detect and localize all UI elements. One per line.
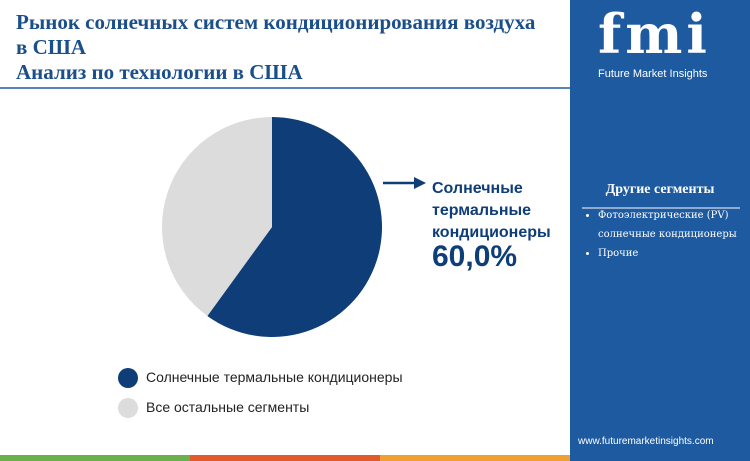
chart-title-block: Рынок солнечных систем кондиционирования…: [16, 10, 536, 85]
legend-swatch: [118, 398, 138, 418]
arrow-head: [414, 177, 426, 189]
logo: fmi: [598, 2, 711, 66]
legend-swatch: [118, 368, 138, 388]
panel-list: Фотоэлектрические (PV) солнечные кондици…: [580, 206, 748, 263]
stripe: [0, 455, 190, 461]
chart-subtitle: Анализ по технологии в США: [16, 60, 303, 84]
stripe: [570, 455, 750, 461]
panel-heading: Другие сегменты: [605, 182, 715, 197]
stripe: [190, 455, 380, 461]
legend-label: Все остальные сегменты: [146, 399, 310, 415]
side-panel: [570, 0, 750, 455]
pie-slice: [161, 117, 272, 316]
panel-item: Фотоэлектрические (PV) солнечные кондици…: [598, 206, 748, 244]
callout-label: Солнечные термальные кондиционеры: [432, 180, 551, 241]
legend-label: Солнечные термальные кондиционеры: [146, 369, 403, 385]
brand: Future Market Insights: [598, 68, 708, 80]
website: www.futuremarketinsights.com: [578, 436, 714, 447]
value-label: 60,0%: [432, 240, 518, 273]
pie-slice: [207, 117, 382, 337]
stripe: [380, 455, 570, 461]
chart-title: Рынок солнечных систем кондиционирования…: [16, 10, 536, 59]
panel-item: Прочие: [598, 244, 748, 263]
